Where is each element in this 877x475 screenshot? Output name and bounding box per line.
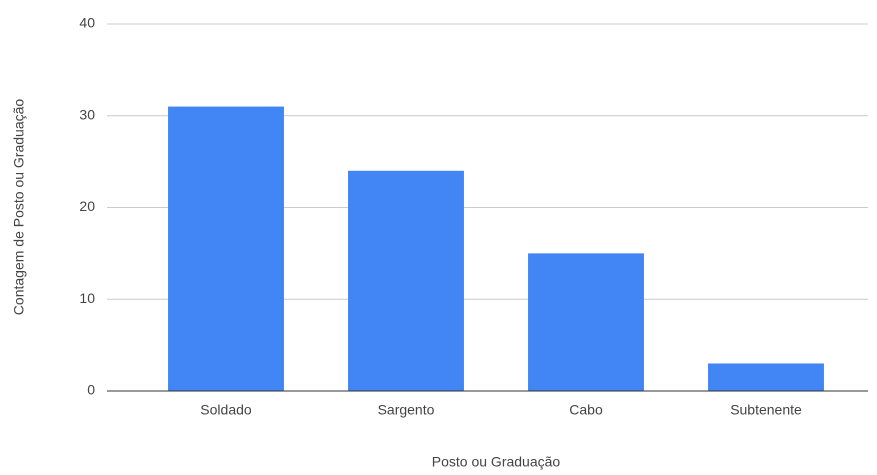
y-tick-label: 10	[79, 290, 95, 306]
bar	[348, 170, 464, 391]
bar	[168, 106, 284, 391]
y-tick-label: 30	[79, 106, 95, 122]
bar	[528, 253, 644, 391]
x-tick-label: Soldado	[200, 402, 252, 418]
y-axis-title: Contagem de Posto ou Graduação	[11, 99, 27, 316]
y-tick-label: 0	[87, 382, 95, 398]
x-tick-label: Sargento	[378, 402, 435, 418]
y-tick-label: 20	[79, 198, 95, 214]
x-tick-label: Subtenente	[730, 402, 802, 418]
x-tick-label: Cabo	[569, 402, 603, 418]
bar	[708, 363, 824, 391]
y-tick-label: 40	[79, 15, 95, 31]
x-axis-title: Posto ou Graduação	[432, 454, 561, 470]
